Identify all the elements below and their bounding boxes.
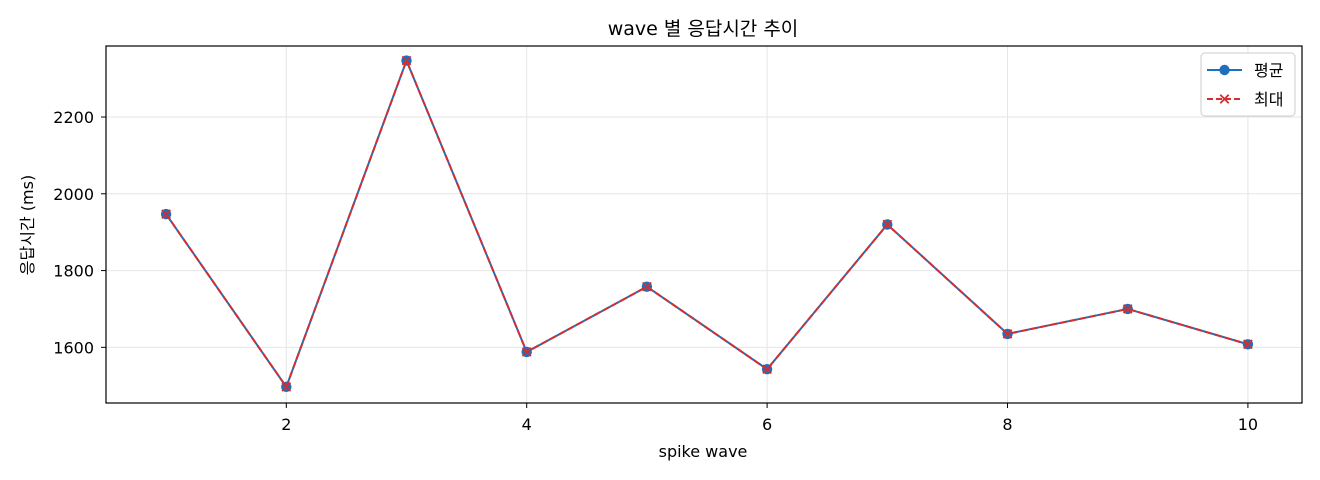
plot-frame — [105, 45, 1303, 404]
x-marker-stroke — [281, 382, 292, 392]
y-tick-label: 2200 — [53, 108, 94, 127]
series-line — [165, 59, 1249, 388]
data-point — [762, 364, 772, 375]
legend-marker — [1219, 64, 1230, 76]
x-marker-stroke — [401, 55, 412, 66]
data-point — [521, 347, 532, 357]
series-line — [165, 59, 1249, 388]
y-axis-label: 응답시간 (ms) — [18, 175, 37, 275]
data-point — [1122, 304, 1133, 314]
legend-label: 평균 — [1254, 61, 1283, 80]
data-point — [642, 281, 652, 292]
x-marker-stroke — [1243, 339, 1253, 350]
chart-title: wave 별 응답시간 추이 — [608, 18, 799, 40]
data-point — [1002, 329, 1013, 339]
data-point — [161, 209, 171, 219]
grid-layer — [106, 46, 1302, 403]
x-tick-label: 6 — [762, 415, 772, 434]
x-marker-stroke — [1219, 94, 1230, 104]
data-point — [1243, 339, 1253, 350]
x-marker-stroke — [1122, 304, 1133, 314]
x-marker-stroke — [762, 364, 772, 375]
y-tick-label: 1600 — [53, 338, 94, 357]
x-tick-label: 2 — [281, 415, 291, 434]
x-tick-label: 10 — [1238, 415, 1258, 434]
x-marker-stroke — [521, 347, 532, 357]
x-marker-stroke — [882, 219, 893, 230]
series-1 — [160, 55, 1254, 393]
series-layer — [160, 55, 1254, 393]
x-tick-label: 4 — [522, 415, 532, 434]
y-tick-label: 1800 — [53, 262, 94, 281]
x-tick-label: 8 — [1002, 415, 1012, 434]
data-point — [882, 219, 893, 230]
data-point — [401, 55, 412, 66]
tick-layer: 2 4 6 8 10 1600 1800 2000 2200 — [53, 108, 1258, 434]
x-axis-label: spike wave — [659, 442, 748, 461]
data-point — [281, 382, 292, 392]
legend-label: 최대 — [1254, 90, 1283, 109]
x-marker-stroke — [161, 209, 171, 219]
x-marker-stroke — [1002, 329, 1013, 339]
x-marker-stroke — [642, 281, 652, 292]
series-2 — [161, 55, 1253, 392]
legend-marker — [1219, 94, 1230, 104]
y-tick-label: 2000 — [53, 185, 94, 204]
